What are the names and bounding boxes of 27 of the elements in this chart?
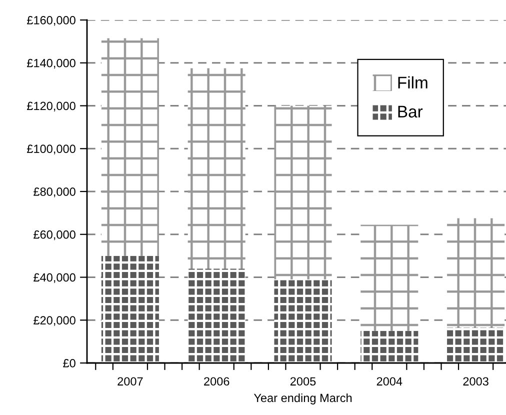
y-tick-label: £0 (63, 359, 76, 368)
y-tick-label: £60,000 (34, 230, 76, 240)
y-tick-label: £140,000 (26, 58, 76, 69)
bar (188, 68, 246, 269)
y-tick-label: £40,000 (34, 273, 76, 284)
bar (360, 330, 418, 363)
y-tick-label: £20,000 (34, 316, 76, 326)
bar (101, 38, 159, 256)
bar (447, 218, 505, 328)
x-axis-title: Year ending March (254, 393, 352, 404)
y-tick-label: £80,000 (34, 188, 76, 198)
bar (274, 279, 332, 363)
legend-label: Film (398, 76, 428, 88)
x-tick-label: 2007 (118, 377, 143, 386)
y-tick-label: £160,000 (26, 16, 76, 26)
y-tick-label: £100,000 (26, 144, 76, 154)
x-tick-label: 2004 (376, 377, 402, 386)
x-tick-label: 2006 (204, 377, 230, 386)
bar (360, 224, 418, 331)
legend-label: Bar (398, 106, 423, 118)
bar (188, 268, 246, 363)
x-tick-label: 2005 (290, 377, 316, 386)
y-tick-label: £120,000 (26, 102, 76, 112)
bar (447, 328, 505, 363)
bar (101, 256, 159, 363)
x-tick-label: 2003 (463, 377, 488, 386)
bar (274, 106, 332, 280)
